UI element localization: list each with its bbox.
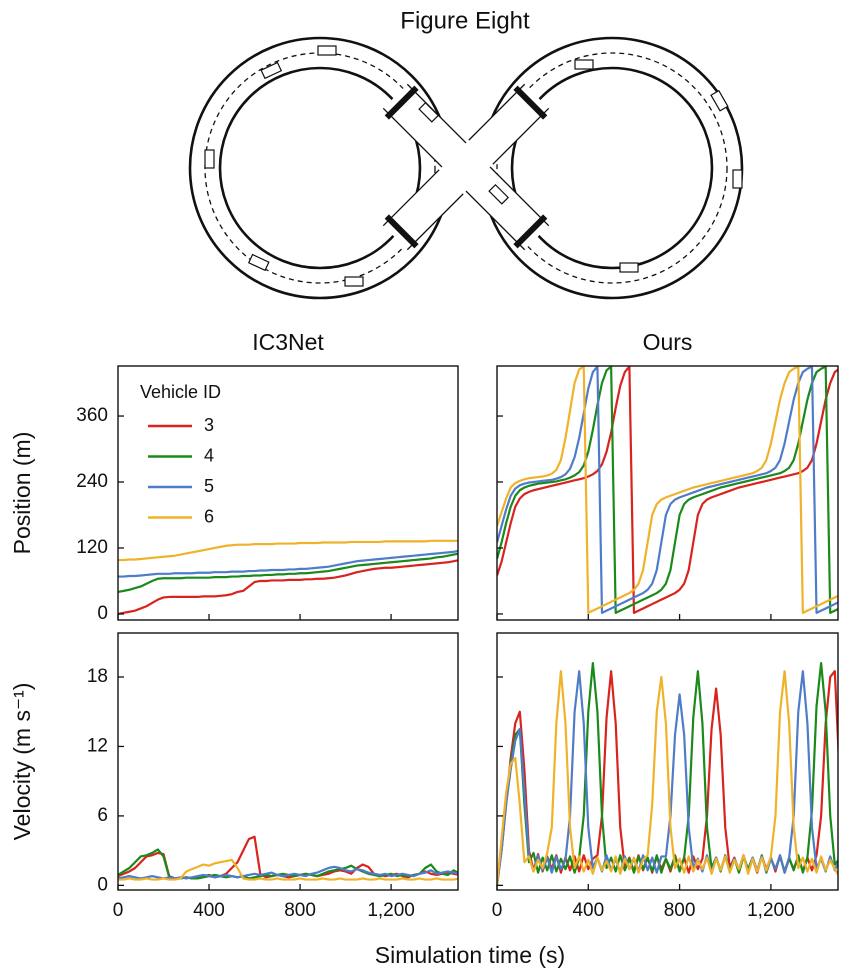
vehicle [488, 183, 510, 205]
plot-area [497, 662, 838, 886]
vehicle [247, 253, 270, 272]
x-tick-label: 800 [284, 900, 316, 921]
legend-title: Vehicle ID [140, 382, 221, 402]
plot-area [497, 366, 838, 614]
data-line [118, 539, 458, 562]
vehicle [317, 45, 337, 56]
vehicle [344, 276, 364, 287]
panel-title: Ours [643, 329, 693, 355]
vehicle [710, 89, 729, 112]
data-line [118, 559, 458, 616]
data-line [497, 366, 838, 614]
y-tick-label: 360 [76, 405, 108, 426]
left-loop-outer [188, 36, 452, 300]
plot-frame [117, 632, 459, 891]
y-tick-label: 18 [87, 666, 108, 687]
right-loop-lane [496, 52, 728, 284]
x-tick-label: 0 [113, 900, 124, 921]
x-tick-label: 800 [664, 900, 696, 921]
y-axis-label: Velocity (m s⁻¹) [9, 683, 35, 841]
plot-frame [496, 632, 839, 891]
y-tick-label: 12 [87, 735, 108, 756]
x-tick-label: 1,200 [367, 900, 415, 921]
x-tick-label: 0 [492, 900, 503, 921]
y-tick-label: 120 [76, 537, 108, 558]
vehicle [418, 101, 440, 123]
x-axis-label: Simulation time (s) [375, 942, 565, 968]
data-line [118, 858, 458, 881]
x-tick-label: 400 [572, 900, 604, 921]
right-loop-inner [510, 66, 714, 270]
x-tick-label: 400 [193, 900, 225, 921]
vehicle [260, 61, 283, 80]
data-line [497, 670, 838, 886]
data-line [118, 835, 458, 880]
data-line [118, 549, 458, 578]
data-line [497, 366, 838, 614]
vehicle [619, 262, 639, 273]
y-tick-label: 0 [97, 603, 108, 624]
data-line [497, 670, 838, 886]
figure-title: Figure Eight [400, 7, 530, 34]
plot-area [118, 539, 458, 616]
crossing-b [382, 83, 550, 251]
data-line [118, 865, 458, 880]
legend-label: 3 [204, 415, 214, 435]
vehicle [204, 149, 215, 169]
data-line [497, 366, 838, 614]
legend-label: 5 [204, 476, 214, 496]
right-loop-outer [480, 36, 744, 300]
plot-frame [117, 365, 459, 621]
track-diagram [188, 36, 744, 300]
data-line [497, 366, 838, 614]
plot-frame [496, 365, 839, 621]
left-loop-lane [204, 52, 436, 284]
left-loop-inner [218, 66, 422, 270]
y-tick-label: 6 [97, 805, 108, 826]
legend-label: 6 [204, 506, 214, 526]
vehicle [574, 59, 594, 70]
y-tick-label: 0 [97, 874, 108, 895]
y-axis-label: Position (m) [9, 432, 35, 555]
plot-area [118, 835, 458, 881]
data-line [118, 552, 458, 594]
vehicle [732, 169, 743, 189]
panel-title: IC3Net [252, 329, 324, 355]
legend-label: 4 [204, 445, 214, 465]
y-tick-label: 240 [76, 471, 108, 492]
x-tick-label: 1,200 [747, 900, 795, 921]
